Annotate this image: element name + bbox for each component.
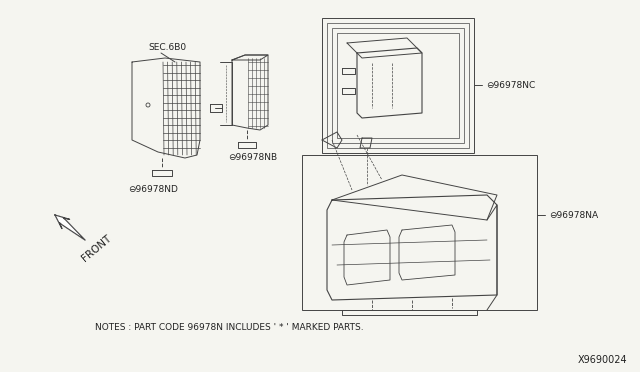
Text: FRONT: FRONT xyxy=(80,233,113,263)
Bar xyxy=(327,23,469,148)
Polygon shape xyxy=(232,55,268,130)
Text: ⊖96978ND: ⊖96978ND xyxy=(128,186,178,195)
Bar xyxy=(302,155,537,310)
Text: X9690024: X9690024 xyxy=(578,355,628,365)
Polygon shape xyxy=(220,62,232,125)
Polygon shape xyxy=(487,205,497,310)
Bar xyxy=(337,33,459,138)
Polygon shape xyxy=(132,58,200,158)
Text: NOTES : PART CODE 96978N INCLUDES ' * ' MARKED PARTS.: NOTES : PART CODE 96978N INCLUDES ' * ' … xyxy=(95,324,364,333)
Polygon shape xyxy=(342,68,355,74)
Text: ⊖96978NA: ⊖96978NA xyxy=(549,211,598,219)
Polygon shape xyxy=(357,48,422,118)
Polygon shape xyxy=(210,104,222,112)
Polygon shape xyxy=(238,142,256,148)
Polygon shape xyxy=(327,195,497,300)
Polygon shape xyxy=(232,55,268,60)
Text: ⊖96978NB: ⊖96978NB xyxy=(228,154,277,163)
Polygon shape xyxy=(342,310,477,315)
Polygon shape xyxy=(55,215,85,240)
Polygon shape xyxy=(342,88,355,94)
Text: ⊖96978NC: ⊖96978NC xyxy=(486,80,535,90)
Bar xyxy=(332,28,464,143)
Polygon shape xyxy=(332,175,497,220)
Polygon shape xyxy=(152,170,172,176)
Polygon shape xyxy=(347,38,422,58)
Text: SEC.6B0: SEC.6B0 xyxy=(148,44,186,52)
Bar xyxy=(322,18,474,153)
